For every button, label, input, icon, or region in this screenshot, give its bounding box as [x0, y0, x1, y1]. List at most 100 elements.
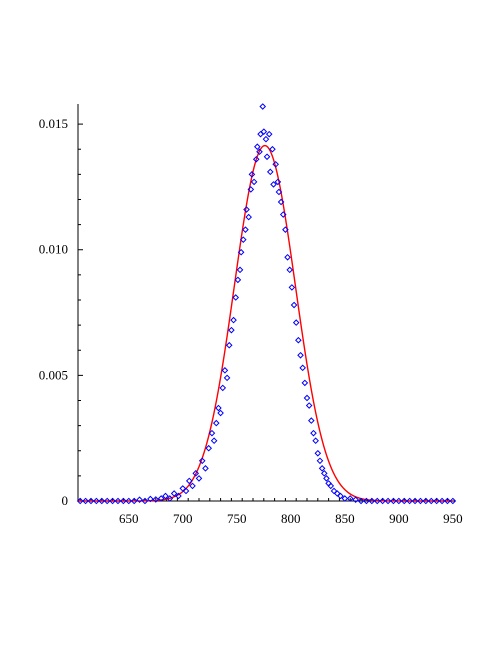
data-point [120, 497, 127, 505]
data-point [379, 497, 386, 505]
data-point [170, 490, 178, 497]
data-point [212, 419, 220, 427]
data-point [166, 495, 174, 502]
data-point [236, 266, 244, 274]
data-point [318, 465, 326, 472]
data-point [297, 351, 304, 359]
tick-labels: 0 0.005 0.010 0.015 650 700 750 800 850 900 950 [39, 116, 463, 526]
data-point [299, 364, 306, 372]
data-point [215, 404, 222, 412]
data-point [125, 497, 133, 505]
data-point [427, 497, 435, 505]
data-point [390, 497, 397, 505]
data-point [254, 143, 261, 151]
data-point [141, 497, 149, 505]
data-point [175, 492, 182, 500]
y-tick-label: 0.015 [39, 116, 68, 131]
data-point [270, 181, 277, 188]
data-point [266, 168, 274, 176]
data-point [225, 341, 233, 349]
data-point [262, 135, 270, 143]
data-point [312, 437, 319, 445]
data-point [210, 437, 218, 445]
data-point [242, 226, 249, 233]
data-point [217, 409, 224, 417]
data-point [247, 186, 255, 193]
data-point [284, 253, 291, 261]
data-point [352, 496, 359, 504]
data-point [232, 294, 240, 301]
data-points-series [76, 103, 457, 505]
data-point [444, 497, 451, 505]
data-point [179, 485, 187, 492]
data-point [147, 495, 154, 503]
data-point [234, 276, 242, 284]
data-point [357, 497, 365, 505]
data-point [314, 449, 322, 457]
data-point [219, 384, 227, 392]
data-point [277, 198, 285, 206]
data-point [292, 319, 300, 326]
data-point [263, 153, 271, 161]
data-point [221, 367, 229, 374]
data-point [433, 497, 440, 505]
data-point [279, 211, 287, 218]
x-tick-label: 900 [389, 511, 409, 526]
data-point [422, 497, 430, 505]
data-point [87, 497, 95, 505]
data-point [198, 457, 206, 465]
data-point [157, 495, 165, 502]
fitted-curve-line [78, 144, 453, 502]
data-point [260, 128, 268, 135]
data-point [189, 482, 196, 490]
data-point [195, 475, 203, 482]
data-point [269, 145, 276, 153]
data-point [406, 497, 413, 505]
data-point [337, 492, 344, 500]
data-point [438, 497, 446, 505]
data-point [109, 497, 116, 505]
data-point [310, 429, 317, 437]
data-point [303, 394, 311, 402]
data-point [327, 482, 335, 490]
data-point [98, 497, 106, 505]
data-point [449, 497, 457, 505]
x-tick-label: 650 [119, 511, 139, 526]
data-point [243, 206, 250, 213]
data-point [223, 374, 231, 382]
x-tick-label: 850 [335, 511, 355, 526]
data-point [230, 316, 237, 324]
data-point [363, 497, 370, 505]
data-point [290, 301, 298, 309]
data-point [308, 417, 315, 424]
data-point [208, 429, 216, 437]
y-tick-label: 0.010 [39, 242, 68, 257]
data-point [330, 487, 338, 495]
data-point [272, 160, 279, 168]
data-point [333, 490, 341, 497]
data-point [82, 497, 89, 505]
data-point [320, 470, 328, 477]
data-point [248, 171, 256, 178]
data-point [282, 226, 289, 233]
data-point [274, 178, 282, 186]
x-tick-label: 750 [227, 511, 247, 526]
axes [77, 104, 455, 502]
data-point [316, 457, 324, 465]
data-point [228, 326, 235, 334]
data-point [368, 497, 376, 505]
data-point [265, 130, 273, 138]
data-point [192, 470, 200, 477]
fitted-curve-series [78, 144, 453, 502]
data-point [275, 188, 283, 196]
data-point [256, 148, 263, 156]
data-point [373, 497, 381, 505]
y-tick-label: 0 [62, 493, 69, 508]
data-point [103, 497, 111, 505]
data-point [152, 496, 160, 503]
data-point [295, 336, 302, 344]
data-point [286, 266, 294, 274]
data-point [288, 284, 296, 291]
data-point [182, 487, 190, 495]
x-tick-label: 700 [173, 511, 193, 526]
